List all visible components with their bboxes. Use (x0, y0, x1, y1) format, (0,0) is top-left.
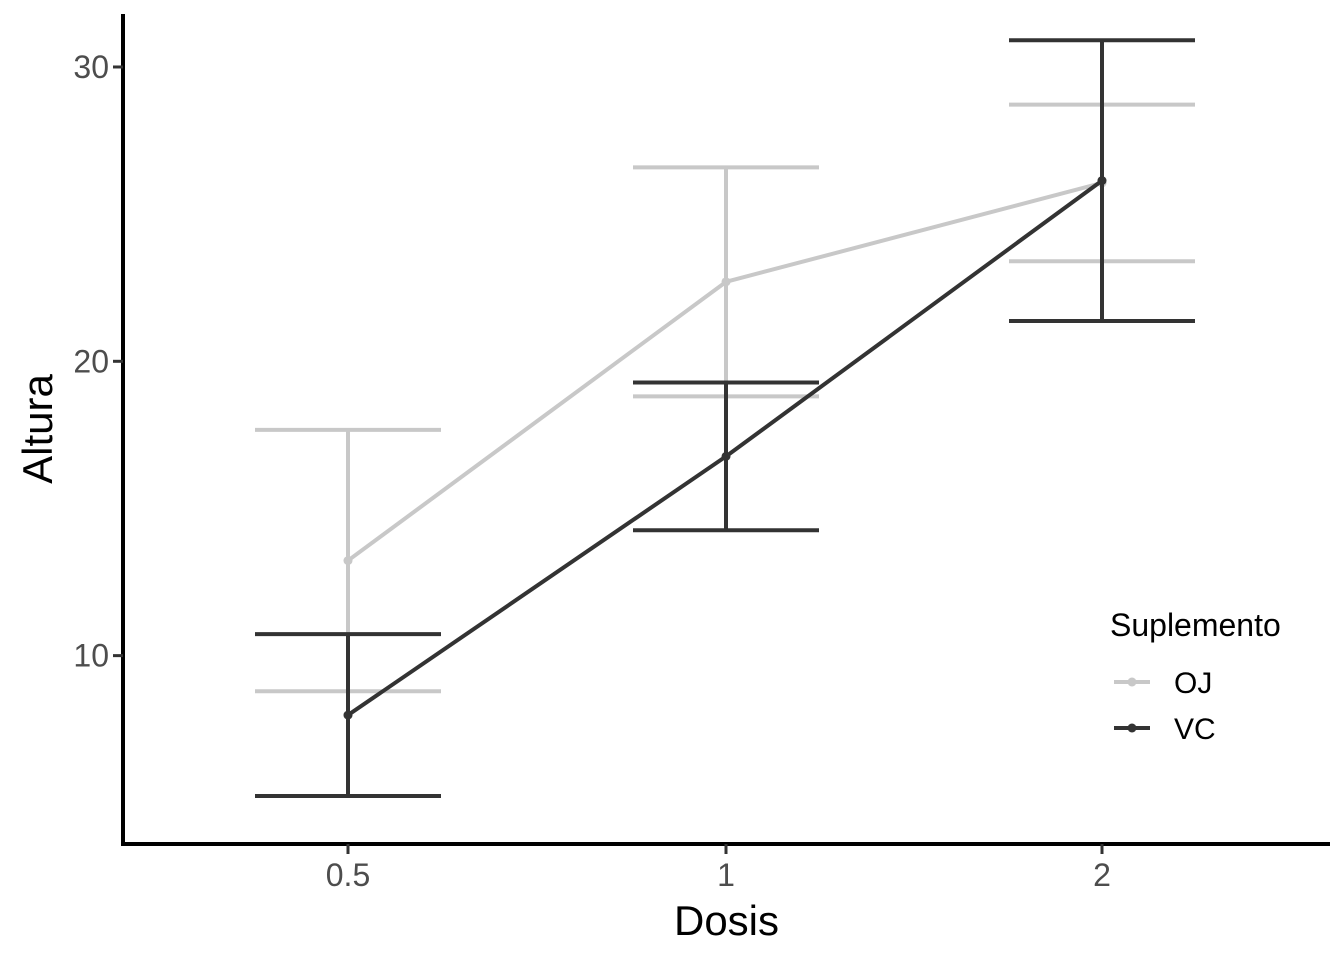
x-axis-title: Dosis (674, 897, 779, 944)
x-tick-label: 2 (1093, 857, 1111, 893)
data-point-oj (343, 556, 353, 566)
data-point-vc (721, 451, 731, 461)
legend-label-oj: OJ (1174, 667, 1212, 700)
data-point-vc (343, 710, 353, 720)
y-tick-label: 30 (73, 49, 109, 85)
legend-title: Suplemento (1110, 607, 1281, 643)
y-tick-label: 20 (73, 343, 109, 379)
series-vc (255, 38, 1195, 799)
x-tick-label: 0.5 (326, 857, 370, 893)
y-tick-label: 10 (73, 638, 109, 674)
x-tick-label: 1 (717, 857, 735, 893)
y-axis-title: Altura (14, 374, 61, 484)
data-point-oj (721, 277, 731, 287)
legend-key-point-oj (1127, 677, 1137, 687)
tick-labels: 10 20 30 0.5 1 2 (73, 49, 1110, 893)
plot-marks (255, 38, 1195, 799)
legend-label-vc: VC (1174, 713, 1216, 746)
legend: Suplemento OJ VC (1110, 607, 1281, 746)
data-point-vc (1097, 176, 1107, 186)
legend-key-point-vc (1127, 723, 1137, 733)
